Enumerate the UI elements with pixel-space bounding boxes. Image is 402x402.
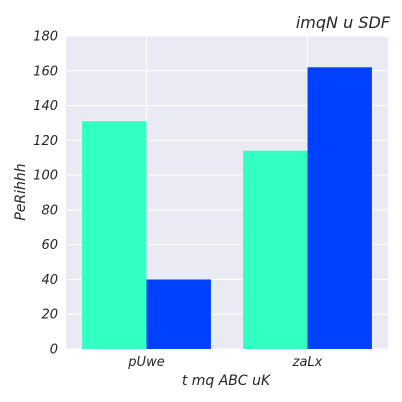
bar-pUwe-series-1 (82, 121, 147, 349)
y-tick-label: 40 (41, 273, 58, 288)
y-tick-label: 80 (41, 203, 58, 218)
y-tick-label: 60 (41, 238, 58, 253)
y-axis-label: PeRihhh (13, 163, 29, 220)
y-tick-label: 120 (33, 134, 58, 149)
bars (82, 67, 372, 350)
y-tick-label: 0 (50, 343, 58, 358)
y-tick-label: 140 (33, 99, 58, 114)
y-tick-label: 20 (41, 308, 58, 323)
x-tick-labels: pUwe zaLx (127, 355, 322, 370)
y-tick-label: 100 (33, 169, 58, 184)
x-tick-label: pUwe (127, 355, 164, 370)
bar-zaLx-series-2 (307, 67, 372, 350)
bar-zaLx-series-1 (243, 150, 308, 349)
y-tick-label: 180 (33, 30, 58, 45)
chart-title: imqN u SDF (296, 13, 391, 32)
y-tick-label: 160 (33, 64, 58, 79)
x-axis-label: t mq ABC uK (182, 373, 272, 389)
x-tick-label: zaLx (292, 355, 323, 370)
bar-pUwe-series-2 (146, 279, 211, 349)
y-tick-labels: 0 20 40 60 80 100 120 140 160 180 (33, 30, 58, 358)
